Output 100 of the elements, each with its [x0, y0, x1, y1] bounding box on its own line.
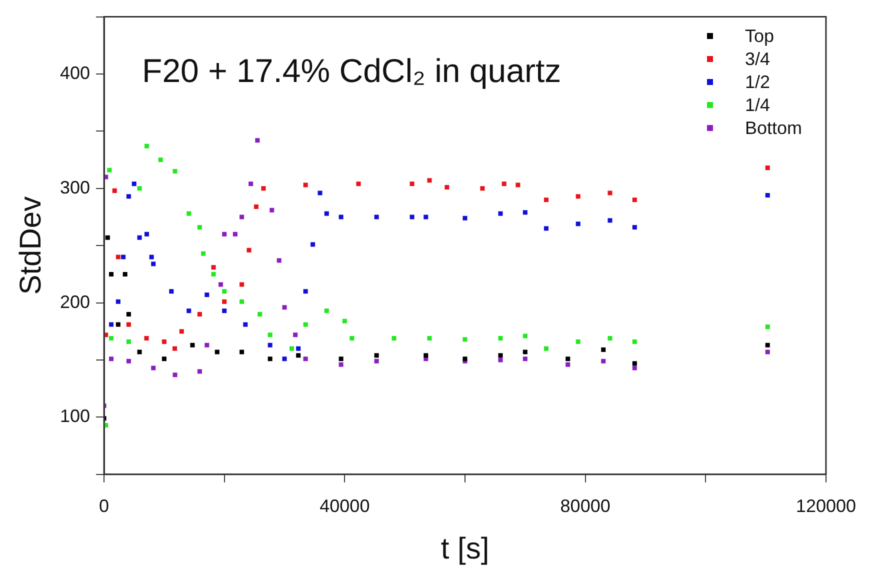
point: [121, 254, 126, 260]
point: [522, 334, 528, 338]
point: [289, 346, 294, 351]
point: [255, 138, 260, 143]
point: [144, 232, 150, 236]
point: [248, 182, 254, 186]
point: [149, 254, 154, 260]
point: [424, 353, 428, 358]
point: [116, 322, 120, 327]
point: [258, 312, 262, 317]
point: [601, 347, 606, 352]
point: [172, 346, 178, 351]
point: [318, 190, 322, 196]
point: [765, 350, 770, 354]
point: [186, 211, 192, 216]
point: [324, 211, 329, 216]
point: [502, 182, 506, 186]
legend-label: 3/4: [744, 48, 770, 70]
point: [240, 350, 244, 354]
point: [240, 214, 244, 220]
point: [270, 208, 274, 212]
point: [276, 258, 282, 263]
point: [324, 308, 329, 314]
point: [126, 339, 131, 344]
point: [204, 292, 210, 298]
point: [204, 342, 210, 348]
point: [632, 198, 637, 202]
point: [211, 265, 216, 270]
point: [498, 211, 503, 216]
point: [246, 248, 252, 252]
point: [310, 242, 316, 247]
point: [303, 322, 308, 327]
point: [240, 282, 244, 287]
point: [632, 225, 637, 230]
point: [126, 194, 131, 199]
point: [632, 366, 637, 370]
point: [232, 232, 238, 236]
point: [576, 339, 580, 344]
point: [374, 214, 379, 220]
point: [282, 305, 287, 310]
point: [243, 322, 248, 327]
point: [108, 356, 114, 362]
point: [350, 336, 354, 341]
point: [544, 198, 548, 202]
legend-label: Bottom: [744, 118, 802, 139]
point: [126, 312, 131, 317]
point: [122, 272, 128, 276]
point: [480, 186, 485, 191]
point: [186, 308, 192, 314]
point: [462, 216, 468, 220]
point: [303, 356, 308, 362]
point: [222, 299, 227, 304]
point: [544, 226, 548, 231]
point: [240, 299, 244, 304]
point: [190, 342, 195, 348]
point: [126, 322, 131, 327]
point: [151, 262, 156, 266]
point: [268, 342, 272, 348]
point: [356, 182, 361, 186]
point: [132, 182, 136, 186]
point: [522, 210, 528, 215]
point: [108, 336, 114, 341]
point: [608, 218, 612, 223]
point: [303, 289, 308, 294]
point: [197, 225, 202, 230]
point: [608, 336, 612, 341]
point: [566, 356, 570, 362]
point: [462, 337, 468, 342]
point: [427, 178, 432, 183]
point: [268, 356, 272, 362]
point: [144, 144, 150, 148]
point: [116, 254, 120, 260]
point: [576, 194, 580, 199]
point: [338, 356, 344, 362]
point: [410, 182, 414, 186]
point: [765, 342, 770, 348]
point: [158, 158, 163, 162]
point: [169, 289, 174, 294]
point: [444, 184, 450, 190]
point: [522, 356, 528, 362]
point: [172, 372, 178, 378]
point: [214, 350, 220, 354]
point: [162, 356, 166, 362]
legend-label: 1/4: [744, 94, 770, 116]
point: [107, 168, 112, 172]
point: [162, 339, 166, 344]
point: [218, 282, 224, 287]
point: [108, 322, 114, 327]
point: [137, 235, 142, 240]
point: [137, 186, 142, 191]
point: [342, 318, 347, 324]
point: [632, 339, 637, 344]
x-tick-label: 80000: [560, 496, 610, 516]
point: [516, 182, 520, 188]
y-tick-label: 200: [60, 292, 90, 312]
point: [576, 222, 580, 226]
x-axis-title: t [s]: [440, 532, 490, 566]
point: [222, 232, 227, 236]
point: [112, 188, 117, 193]
point: [222, 289, 227, 294]
